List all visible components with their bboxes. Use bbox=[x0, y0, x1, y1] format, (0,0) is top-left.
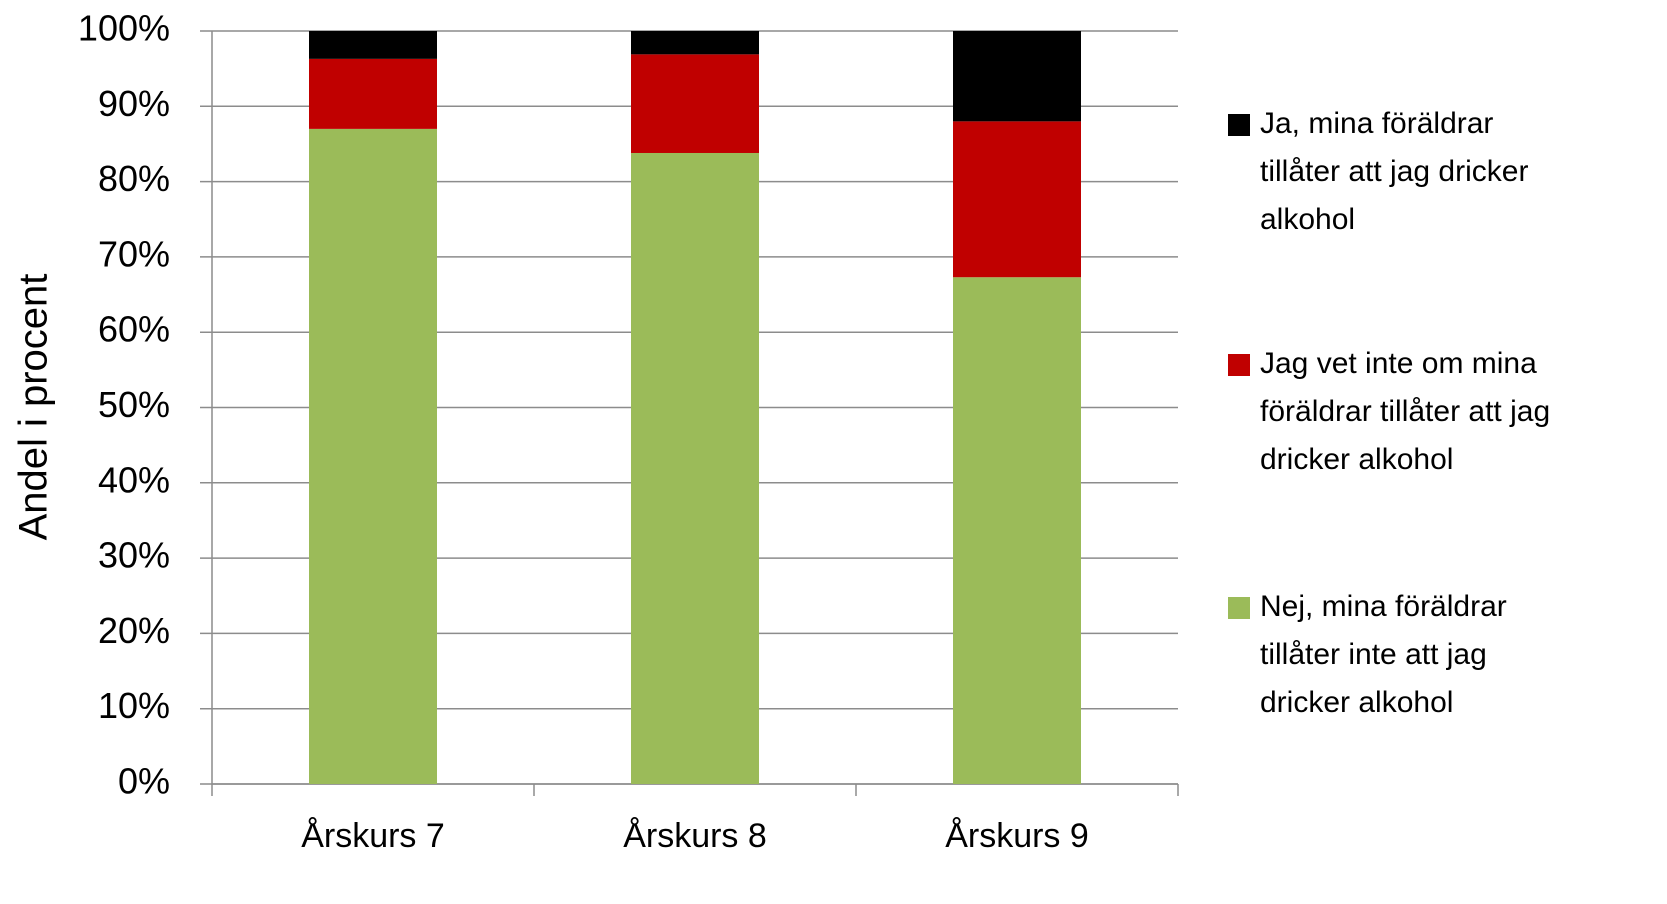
bar-segment bbox=[631, 152, 759, 785]
bar-segment bbox=[631, 31, 759, 55]
y-tick-label: 30% bbox=[98, 535, 170, 576]
x-tick-label: Årskurs 8 bbox=[623, 817, 767, 855]
bar-segment bbox=[631, 54, 759, 153]
legend-swatch bbox=[1228, 597, 1250, 619]
bar-segment bbox=[309, 128, 437, 784]
y-tick-label: 20% bbox=[98, 610, 170, 651]
y-tick-label: 50% bbox=[98, 384, 170, 425]
bar-segment bbox=[953, 121, 1081, 278]
bar-segment bbox=[309, 31, 437, 59]
y-tick-label: 90% bbox=[98, 83, 170, 124]
x-tick-label: Årskurs 9 bbox=[945, 817, 1089, 855]
legend-label: Jag vet inte om mina föräldrar tillåter … bbox=[1260, 347, 1551, 476]
legend-item: Jag vet inte om mina föräldrar tillåter … bbox=[1228, 340, 1568, 484]
y-tick-label: 10% bbox=[98, 685, 170, 726]
y-tick-label: 80% bbox=[98, 158, 170, 199]
bar-segment bbox=[309, 58, 437, 129]
legend-label: Ja, mina föräldrar tillåter att jag dric… bbox=[1260, 107, 1529, 236]
bar-segment bbox=[953, 31, 1081, 122]
legend-label: Nej, mina föräldrar tillåter inte att ja… bbox=[1260, 590, 1507, 719]
x-tick-label: Årskurs 7 bbox=[301, 817, 445, 855]
legend-swatch bbox=[1228, 114, 1250, 136]
y-tick-label: 0% bbox=[118, 761, 170, 802]
legend-item: Nej, mina föräldrar tillåter inte att ja… bbox=[1228, 583, 1568, 727]
legend-swatch bbox=[1228, 354, 1250, 376]
y-tick-label: 70% bbox=[98, 233, 170, 274]
y-tick-label: 60% bbox=[98, 309, 170, 350]
y-axis-label: Andel i procent bbox=[12, 274, 56, 541]
y-tick-label: 100% bbox=[78, 8, 170, 49]
y-tick-label: 40% bbox=[98, 459, 170, 500]
legend-item: Ja, mina föräldrar tillåter att jag dric… bbox=[1228, 100, 1568, 244]
bar-segment bbox=[953, 277, 1081, 784]
